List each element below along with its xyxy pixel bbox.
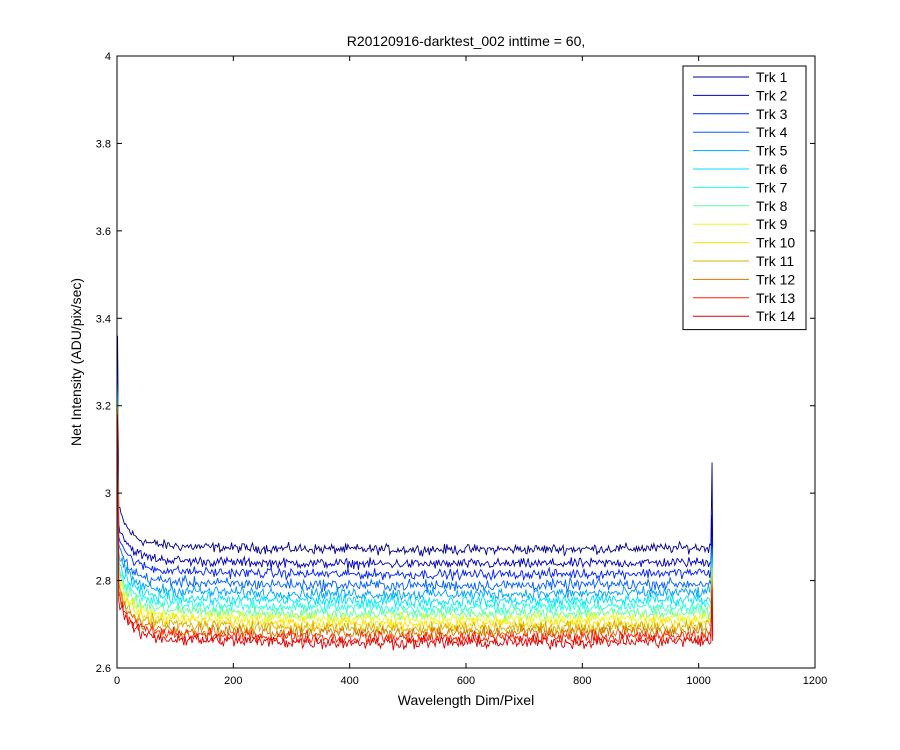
x-tick-label: 200 [224,675,242,687]
x-tick-label: 1200 [803,675,827,687]
legend: Trk 1 Trk 2 Trk 3 Trk 4 Trk 5 Trk 6 Trk 7 Trk 8… [682,65,807,331]
legend-label: Trk 9 [756,216,788,232]
series-line-trk-2 [117,361,714,570]
x-axis: 0 200 400 600 800 1000 1200 [114,56,827,687]
y-tick-label: 3.6 [96,226,111,238]
legend-label: Trk 8 [756,198,788,214]
legend-label: Trk 2 [756,87,788,103]
legend-box [682,65,807,331]
x-tick-label: 1000 [686,675,710,687]
series-line-trk-1 [117,335,714,557]
series-line-trk-14 [117,418,714,651]
legend-label: Trk 12 [756,271,795,287]
y-axis: 2.6 2.8 3 3.2 3.4 3.6 3.8 4 [96,51,815,675]
legend-label: Trk 1 [756,69,788,85]
x-tick-label: 400 [340,675,358,687]
legend-label: Trk 11 [756,253,794,269]
legend-label: Trk 4 [756,124,788,140]
legend-label: Trk 13 [756,290,795,306]
legend-label: Trk 6 [756,161,788,177]
y-tick-label: 3.2 [96,401,111,413]
y-axis-label: Net Intensity (ADU/pix/sec) [68,278,84,446]
series-line-trk-13 [117,414,714,646]
series-line-trk-8 [117,401,714,621]
y-tick-label: 3.4 [96,313,111,325]
series-line-trk-4 [117,383,714,593]
series-line-trk-3 [117,375,714,582]
y-tick-label: 2.8 [96,576,111,588]
x-tick-label: 600 [457,675,475,687]
series-line-trk-6 [117,392,714,609]
chart-title: R20120916-darktest_002 inttime = 60, [347,33,586,49]
x-tick-label: 800 [573,675,591,687]
x-axis-label: Wavelength Dim/Pixel [398,692,534,708]
y-tick-label: 3.8 [96,138,111,150]
y-tick-label: 4 [105,51,111,63]
legend-label: Trk 7 [756,179,788,195]
series-line-trk-10 [117,405,714,633]
series-line-trk-11 [117,410,714,638]
series-line-trk-5 [117,388,714,602]
series-line-trk-12 [117,414,714,642]
legend-label: Trk 10 [756,235,795,251]
x-tick-label: 0 [114,675,120,687]
legend-label: Trk 5 [756,143,788,159]
legend-label: Trk 14 [756,308,795,324]
legend-label: Trk 3 [756,106,788,122]
y-tick-label: 2.6 [96,663,111,675]
series-layer [117,335,714,651]
y-tick-label: 3 [105,488,111,500]
